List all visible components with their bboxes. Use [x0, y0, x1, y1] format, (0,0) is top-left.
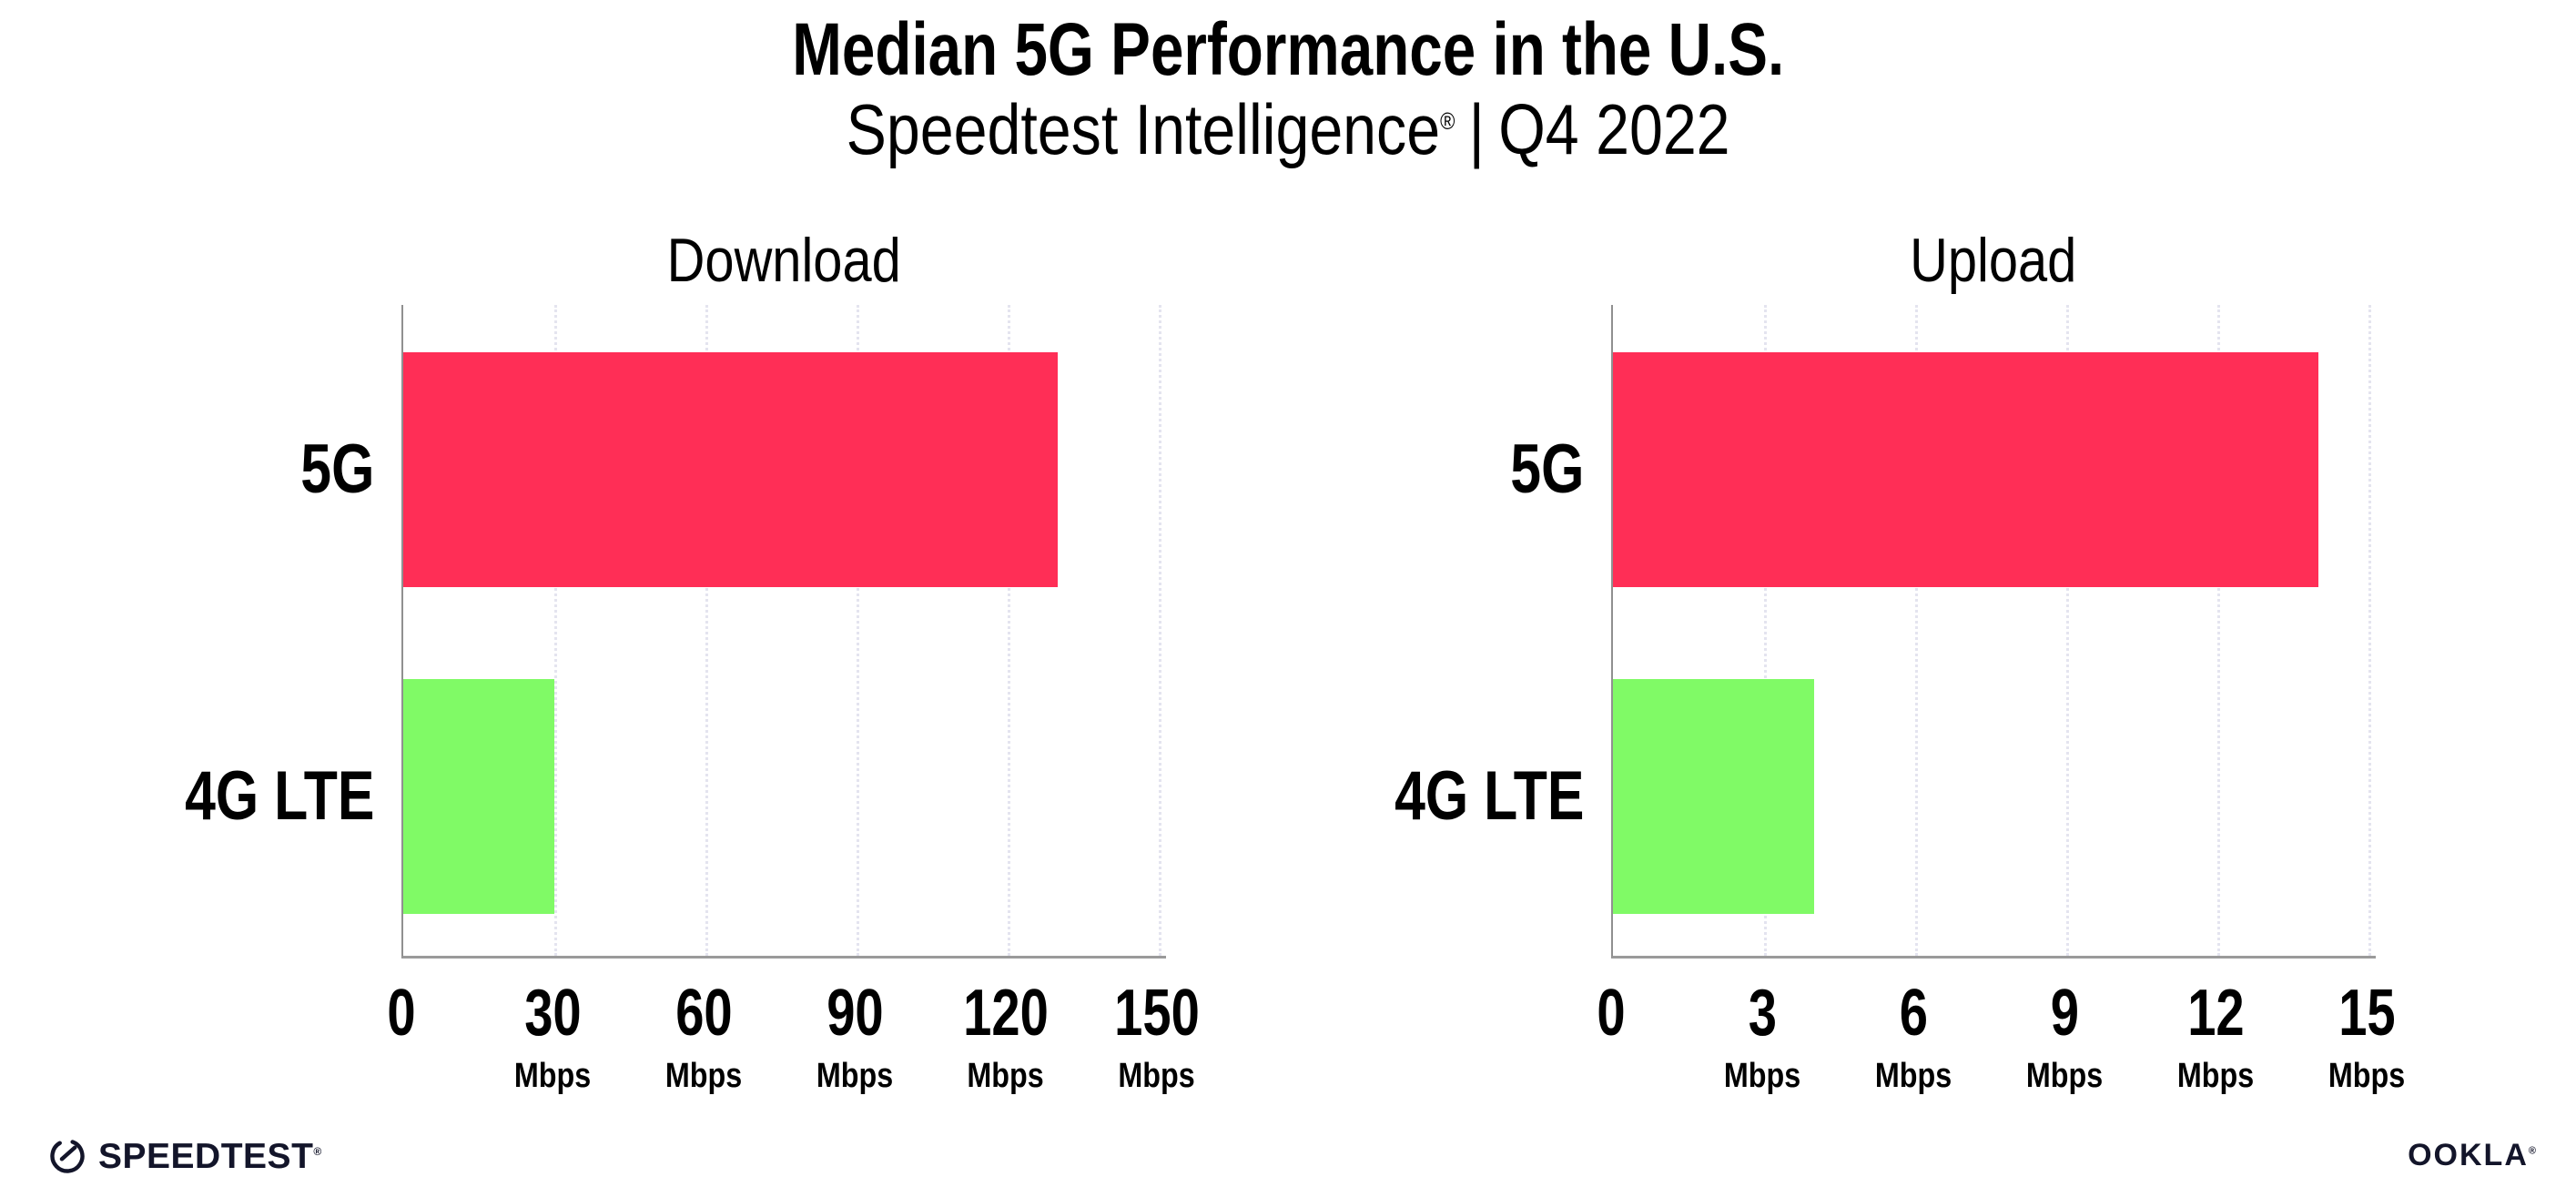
tick-download-150: 150 Mbps	[1102, 959, 1212, 1093]
ookla-logo: OOKLA®	[2408, 1140, 2538, 1171]
tick-unit: Mbps	[967, 1057, 1045, 1095]
tick-download-90: 90 Mbps	[809, 959, 899, 1093]
tick-download-0: 0	[383, 959, 420, 1046]
upload-plot-area	[1611, 305, 2376, 959]
bar-5g-upload	[1613, 352, 2318, 587]
tick-value: 3	[1748, 977, 1777, 1050]
upload-x-axis: 0 3 Mbps 6 Mbps 9 Mbps 12 Mbps 15 Mbps	[1597, 959, 2405, 1113]
subtitle-brand: Speedtest Intelligence	[846, 89, 1440, 169]
tick-value: 0	[387, 977, 416, 1050]
gridline	[857, 305, 859, 956]
tick-download-60: 60 Mbps	[658, 959, 748, 1093]
ookla-wordmark: OOKLA®	[2408, 1138, 2538, 1172]
tick-upload-12: 12 Mbps	[2170, 959, 2260, 1093]
download-x-axis: 0 30 Mbps 60 Mbps 90 Mbps 120 Mbps 150 Mbps	[387, 959, 1199, 1113]
download-plot-area	[401, 305, 1166, 959]
tick-unit: Mbps	[1723, 1057, 1801, 1095]
page-title-text: Median 5G Performance in the U.S.	[792, 8, 1784, 91]
tick-value: 6	[1899, 977, 1928, 1050]
tick-value: 30	[523, 977, 582, 1050]
tick-upload-0: 0	[1593, 959, 1629, 1046]
subtitle-separator: |	[1468, 89, 1485, 169]
gridline	[1008, 305, 1010, 956]
tick-value: 15	[2338, 977, 2396, 1050]
tick-upload-15: 15 Mbps	[2321, 959, 2411, 1093]
upload-chart-title: Upload	[1910, 226, 2077, 295]
gridline	[1915, 305, 1918, 956]
tick-unit: Mbps	[1874, 1057, 1952, 1095]
speedtest-trademark: ®	[313, 1144, 322, 1158]
gridline	[554, 305, 557, 956]
tick-value: 9	[2050, 977, 2079, 1050]
category-label-4g-lte: 4G LTE	[184, 757, 374, 835]
tick-value: 90	[826, 977, 884, 1050]
bar-4g-lte-upload	[1613, 679, 1815, 914]
tick-download-120: 120 Mbps	[951, 959, 1060, 1093]
tick-value: 150	[1114, 977, 1200, 1050]
speedtest-gauge-icon	[47, 1136, 87, 1176]
tick-unit: Mbps	[664, 1057, 743, 1095]
download-chart-title: Download	[666, 226, 901, 295]
gridline	[1159, 305, 1161, 956]
tick-unit: Mbps	[2176, 1057, 2255, 1095]
tick-unit: Mbps	[2025, 1057, 2104, 1095]
speedtest-logo: SPEEDTEST®	[47, 1136, 322, 1176]
gridline	[1764, 305, 1767, 956]
speedtest-wordmark: SPEEDTEST®	[98, 1136, 322, 1176]
tick-unit: Mbps	[513, 1057, 592, 1095]
bar-5g-download	[403, 352, 1059, 587]
tick-value: 0	[1597, 977, 1626, 1050]
tick-upload-3: 3 Mbps	[1717, 959, 1807, 1093]
tick-upload-9: 9 Mbps	[2019, 959, 2109, 1093]
tick-value: 60	[674, 977, 733, 1050]
gridline	[2368, 305, 2371, 956]
gridline	[2066, 305, 2069, 956]
tick-value: 12	[2186, 977, 2245, 1050]
registered-mark: ®	[1439, 107, 1455, 135]
ookla-trademark: ®	[2528, 1145, 2538, 1157]
category-label-4g-lte: 4G LTE	[1394, 757, 1584, 835]
gridline	[705, 305, 708, 956]
tick-value: 120	[963, 977, 1049, 1050]
tick-unit: Mbps	[816, 1057, 894, 1095]
gridline	[2217, 305, 2220, 956]
category-label-5g: 5G	[299, 431, 374, 508]
page-subtitle: Speedtest Intelligence® | Q4 2022	[0, 92, 2576, 167]
category-label-5g: 5G	[1509, 431, 1584, 508]
tick-unit: Mbps	[2328, 1057, 2406, 1095]
tick-unit: Mbps	[1118, 1057, 1196, 1095]
subtitle-period: Q4 2022	[1498, 89, 1730, 169]
bar-4g-lte-download	[403, 679, 554, 914]
tick-upload-6: 6 Mbps	[1868, 959, 1958, 1093]
page-title: Median 5G Performance in the U.S.	[0, 8, 2576, 91]
tick-download-30: 30 Mbps	[507, 959, 597, 1093]
